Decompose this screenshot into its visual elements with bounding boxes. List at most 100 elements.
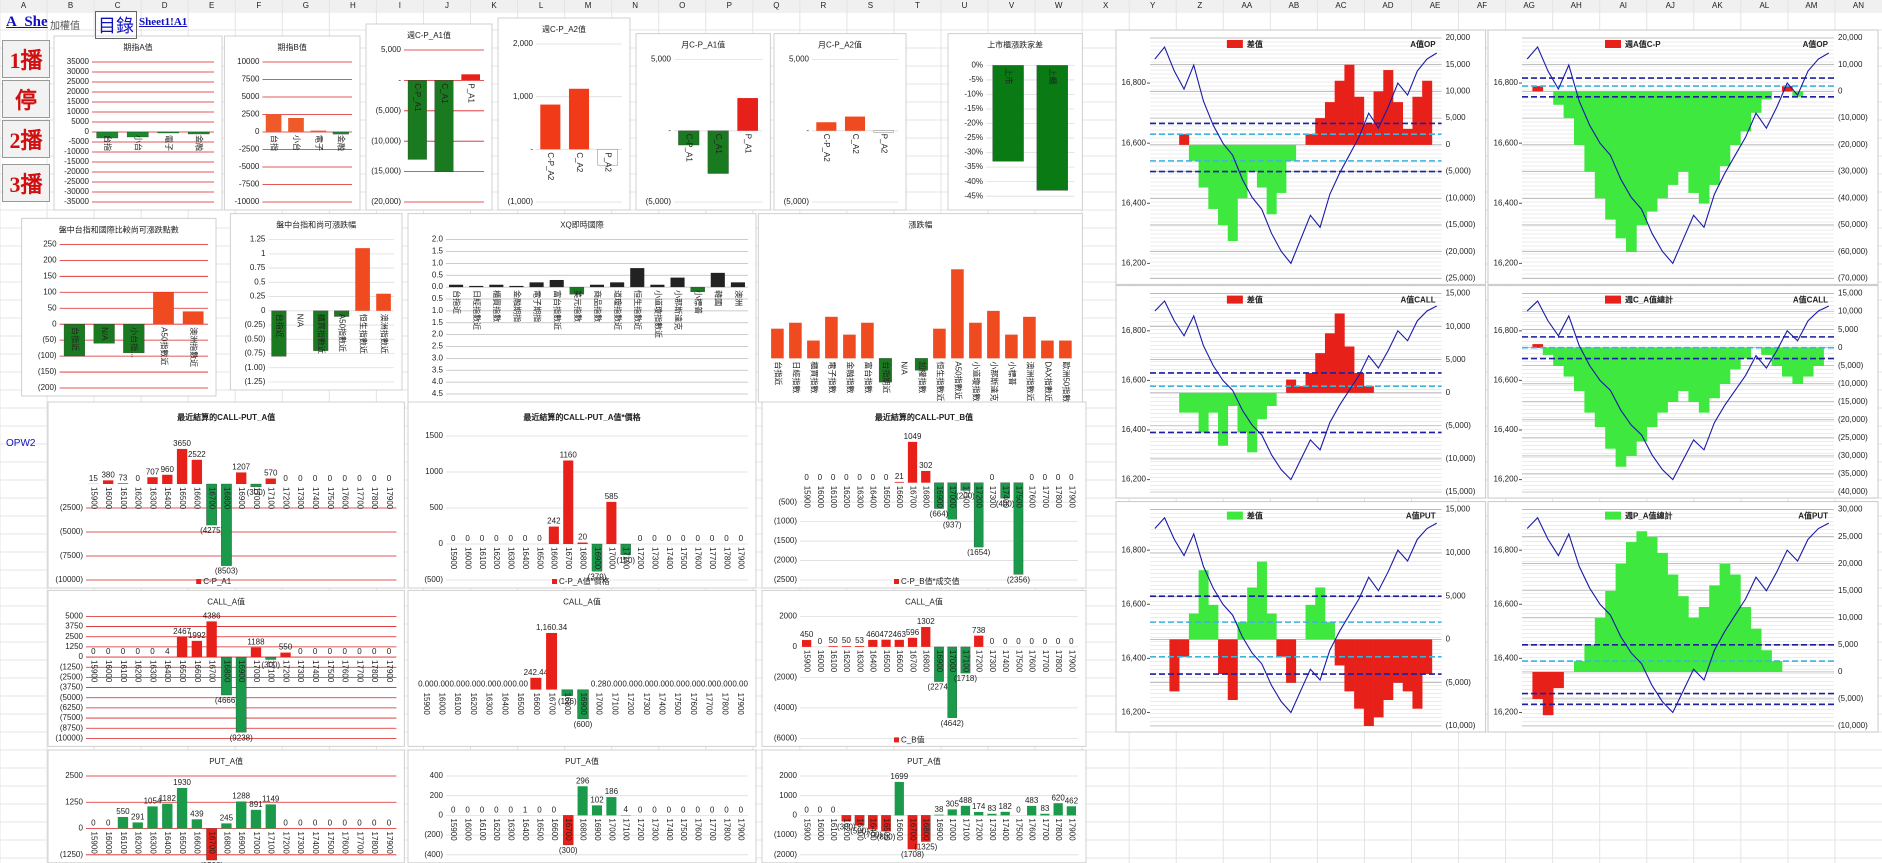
y-tick-label: 16,600 xyxy=(1122,376,1147,385)
data-label: 1207 xyxy=(232,463,250,472)
annotation: A值PUT xyxy=(1798,511,1828,521)
data-label: 4 xyxy=(624,805,629,814)
x-tick-label: 恒生指數近 xyxy=(358,314,368,354)
y-tick-label: 0 xyxy=(85,127,90,136)
sheet-link[interactable]: A_She xyxy=(6,14,48,30)
data-label: 302 xyxy=(919,461,933,470)
chart-title: 期指B值 xyxy=(278,42,307,52)
data-label: 0 xyxy=(313,474,318,483)
x-tick-label: 17600 xyxy=(689,693,698,716)
x-tick-label: C-P_A1 xyxy=(413,83,422,112)
legend-label: 差值 xyxy=(1246,511,1263,521)
y-tick-label: 2000 xyxy=(779,771,797,780)
data-label: 0 xyxy=(342,647,347,656)
annotation: A值PUT xyxy=(1406,511,1436,521)
data-label: 0 xyxy=(1029,473,1034,482)
y-tick-label: (400) xyxy=(424,850,443,859)
area-column xyxy=(1615,347,1627,467)
area-column xyxy=(1179,392,1190,413)
area-column xyxy=(1802,347,1814,377)
play-button[interactable]: 3播 xyxy=(2,164,50,202)
y-tick-label: 150 xyxy=(43,271,57,280)
bar xyxy=(606,501,617,544)
chart-panel xyxy=(47,749,405,863)
area-column xyxy=(1412,639,1423,709)
data-label: 0 xyxy=(106,819,111,828)
area-column xyxy=(1227,639,1238,701)
x-tick-label: 17600 xyxy=(341,487,350,510)
y-tick-label: 1.5 xyxy=(432,247,444,256)
area-column xyxy=(1657,91,1668,199)
area-column xyxy=(1532,86,1544,92)
x-tick-label: 15900 xyxy=(803,486,812,509)
column-letter: I xyxy=(399,1,401,10)
data-label: (9238) xyxy=(230,733,253,742)
x-tick-label: 上櫃 xyxy=(1048,68,1058,84)
y-tick-label: -5000 xyxy=(239,162,260,171)
data-label: 0 xyxy=(387,819,392,828)
bar xyxy=(96,131,119,139)
bar xyxy=(854,646,865,647)
x-tick-label: 17300 xyxy=(296,832,305,855)
x-tick-label: P_A1 xyxy=(744,134,753,154)
bar xyxy=(894,639,904,647)
data-label: 0 xyxy=(298,647,303,656)
play-button[interactable]: 2播 xyxy=(2,120,50,158)
data-label: 0 xyxy=(844,473,849,482)
area-column xyxy=(1247,144,1258,172)
bar xyxy=(191,459,203,484)
y-tick-label: 5,000 xyxy=(381,45,402,54)
bar xyxy=(1059,340,1072,359)
bar xyxy=(591,543,603,572)
bar xyxy=(271,310,287,357)
x-tick-label: C_A1 xyxy=(714,134,723,155)
y-tick-label: -10000 xyxy=(234,197,259,206)
data-label: 585 xyxy=(605,492,619,501)
legend-swatch xyxy=(1605,511,1621,520)
y-tick-label: 16,600 xyxy=(1494,138,1519,147)
data-label: 0 xyxy=(150,647,155,656)
y-tick-label: -25000 xyxy=(64,177,89,186)
x-tick-label: 16400 xyxy=(163,487,172,510)
data-label: 0 xyxy=(328,819,333,828)
play-button[interactable]: 1播 xyxy=(2,40,50,78)
x-tick-label: 16300 xyxy=(485,693,494,716)
stop-button[interactable]: 停 xyxy=(2,80,50,118)
column-letter: AJ xyxy=(1666,1,1675,10)
y-tick-label: 1250 xyxy=(65,797,83,806)
y-tick-label: (7500) xyxy=(60,551,83,560)
y-tick-label: 2500 xyxy=(65,632,83,641)
x-tick-label: 15900 xyxy=(803,818,812,841)
cell-link[interactable]: Sheet1!A1 xyxy=(139,16,188,28)
data-label: 0 xyxy=(136,647,141,656)
data-label: 50 xyxy=(842,636,851,645)
column-letter: J xyxy=(445,1,449,10)
data-label: 0 xyxy=(465,534,470,543)
data-label: (150) xyxy=(616,556,635,565)
data-label: 0 xyxy=(818,637,823,646)
data-label: 0 xyxy=(136,474,141,483)
data-label: 1054 xyxy=(144,796,162,805)
bar xyxy=(1041,340,1054,359)
x-tick-label: 16600 xyxy=(895,818,904,841)
y-tick-label: 16,200 xyxy=(1122,708,1147,717)
sheet-tab-label[interactable]: 加權值 xyxy=(50,21,80,32)
area-column xyxy=(1169,639,1180,692)
x-tick-label: 日經指數近 xyxy=(472,290,482,330)
bar xyxy=(816,122,837,131)
x-tick-label: 16400 xyxy=(163,660,172,683)
chart-title: 漲跌幅 xyxy=(908,220,932,230)
y-tick-label: (6250) xyxy=(60,703,83,712)
x-tick-label: 17400 xyxy=(1001,486,1010,509)
toc-button[interactable]: 目錄 xyxy=(95,11,137,39)
area-column xyxy=(1750,91,1762,113)
bar xyxy=(907,637,918,647)
x-tick-label: 15900 xyxy=(89,660,98,683)
y-tick-label: 1.0 xyxy=(432,258,444,267)
data-label: 0 xyxy=(372,647,377,656)
x-tick-label: 17900 xyxy=(1067,650,1076,673)
y2-tick-label: (10,000) xyxy=(1838,721,1868,730)
x-tick-label: 16500 xyxy=(178,660,187,683)
column-letter: AN xyxy=(1853,1,1864,10)
